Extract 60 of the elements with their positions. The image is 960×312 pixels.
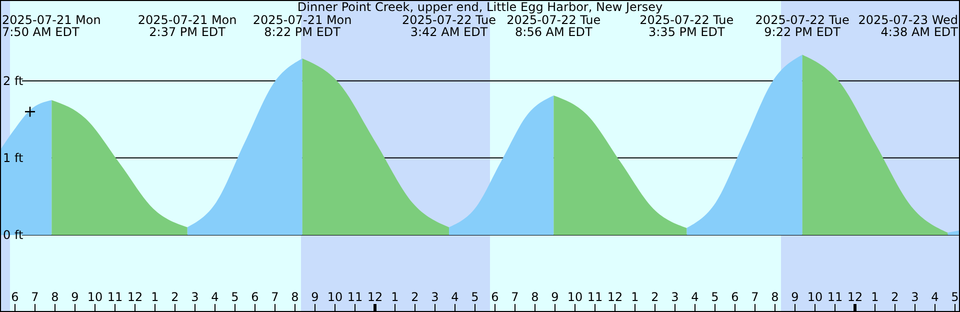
x-tick-label: 1 — [871, 290, 879, 304]
x-tick-label: 10 — [567, 290, 583, 304]
x-tick-label: 5 — [231, 290, 239, 304]
x-tick-label: 2 — [891, 290, 899, 304]
x-tick-label: 12 — [367, 290, 383, 304]
x-tick-label: 11 — [107, 290, 123, 304]
annotation: 2025-07-22 Tue 3:35 PM EDT — [640, 13, 734, 39]
x-tick-label: 5 — [711, 290, 719, 304]
x-tick-label: 2 — [651, 290, 659, 304]
x-tick-label: 8 — [51, 290, 59, 304]
y-tick-label: 2 ft — [3, 74, 24, 88]
x-tick-label: 8 — [291, 290, 299, 304]
x-tick-label: 9 — [551, 290, 559, 304]
annotation: 2025-07-22 Tue 8:56 AM EDT — [506, 13, 601, 39]
x-tick-label: 3 — [191, 290, 199, 304]
annotation: 2025-07-22 Tue 3:42 AM EDT — [402, 13, 496, 39]
x-tick-label: 11 — [587, 290, 603, 304]
x-tick-label: 1 — [391, 290, 399, 304]
x-tick-label: 12 — [607, 290, 623, 304]
x-tick-label: 4 — [451, 290, 459, 304]
chart-title: Dinner Point Creek, upper end, Little Egg Harbor, New Jersey — [297, 0, 663, 14]
x-tick-label: 12 — [127, 290, 143, 304]
x-tick-label: 11 — [347, 290, 363, 304]
x-tick-label: 3 — [911, 290, 919, 304]
y-tick-label: 0 ft — [3, 228, 24, 242]
x-tick-label: 7 — [271, 290, 279, 304]
x-tick-label: 9 — [791, 290, 799, 304]
x-tick-label: 6 — [11, 290, 19, 304]
x-tick-label: 2 — [411, 290, 419, 304]
x-tick-label: 7 — [511, 290, 519, 304]
x-tick-label: 10 — [87, 290, 103, 304]
annotation: 2025-07-22 Tue 9:22 PM EDT — [755, 13, 850, 39]
x-tick-label: 7 — [31, 290, 39, 304]
annotation: 2025-07-21 Mon 2:37 PM EDT — [138, 13, 237, 39]
x-tick-label: 1 — [631, 290, 639, 304]
x-tick-label: 6 — [491, 290, 499, 304]
x-tick-label: 5 — [471, 290, 479, 304]
x-tick-label: 3 — [431, 290, 439, 304]
x-tick-label: 8 — [531, 290, 539, 304]
x-tick-label: 5 — [951, 290, 959, 304]
x-tick-label: 9 — [311, 290, 319, 304]
x-tick-label: 4 — [211, 290, 219, 304]
x-tick-label: 3 — [671, 290, 679, 304]
x-tick-label: 8 — [771, 290, 779, 304]
annotation: 2025-07-21 Mon 7:50 AM EDT — [2, 13, 101, 39]
x-tick-label: 10 — [327, 290, 343, 304]
x-tick-label: 10 — [807, 290, 823, 304]
x-tick-label: 2 — [171, 290, 179, 304]
x-tick-label: 1 — [151, 290, 159, 304]
annotation: 2025-07-23 Wed 4:38 AM EDT — [858, 13, 959, 39]
x-tick-label: 4 — [931, 290, 939, 304]
x-tick-label: 9 — [71, 290, 79, 304]
x-tick-label: 7 — [751, 290, 759, 304]
x-tick-label: 11 — [827, 290, 843, 304]
x-tick-label: 12 — [847, 290, 863, 304]
annotation: 2025-07-21 Mon 8:22 PM EDT — [252, 13, 352, 39]
x-tick-label: 6 — [251, 290, 259, 304]
x-tick-label: 6 — [731, 290, 739, 304]
x-tick-label: 4 — [691, 290, 699, 304]
y-tick-label: 1 ft — [3, 151, 24, 166]
